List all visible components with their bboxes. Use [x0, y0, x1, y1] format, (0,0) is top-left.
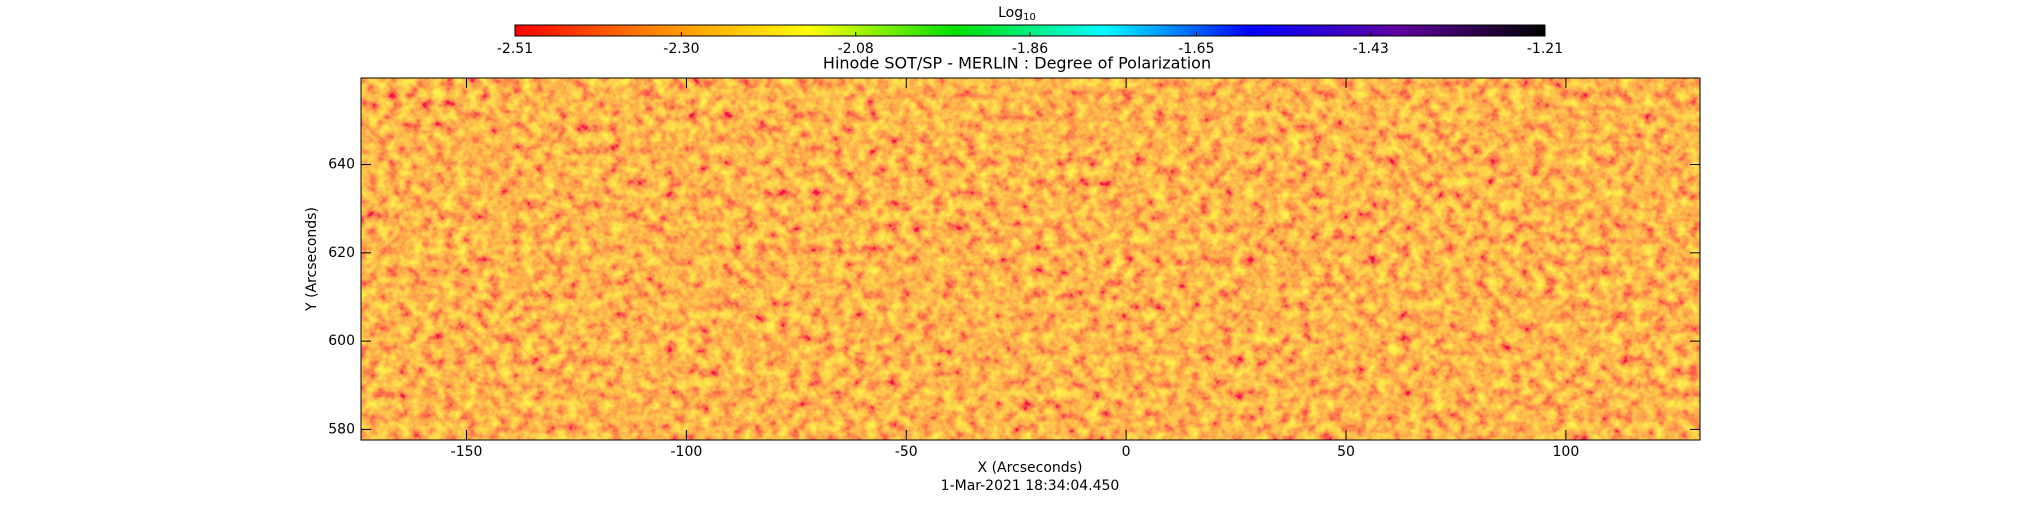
subtitle: 1-Mar-2021 18:34:04.450 — [941, 478, 1120, 494]
x-tick-label: -150 — [451, 444, 483, 460]
image-texture — [361, 78, 1700, 440]
colorbar-tick-label: -2.51 — [497, 41, 533, 57]
colorbar-tick-label: -1.65 — [1178, 41, 1214, 57]
plot-frame — [360, 77, 1701, 441]
colorbar-label: Log10 — [998, 5, 1036, 23]
colorbar-tick-label: -2.08 — [838, 41, 874, 57]
x-tick-label: 100 — [1553, 444, 1580, 460]
x-axis-label: X (Arcseconds) — [978, 460, 1083, 476]
x-tick-label: -50 — [895, 444, 918, 460]
chart-title: Hinode SOT/SP - MERLIN : Degree of Polar… — [823, 54, 1211, 73]
x-tick-label: 0 — [1122, 444, 1131, 460]
colorbar-tick-label: -1.43 — [1353, 41, 1389, 57]
x-tick-label: -100 — [671, 444, 703, 460]
y-tick-label: 600 — [328, 333, 355, 349]
y-tick-label: 620 — [328, 245, 355, 261]
y-axis-label: Y (Arcseconds) — [304, 207, 320, 312]
colorbar-tick-label: -1.86 — [1012, 41, 1048, 57]
x-tick-label: 50 — [1337, 444, 1355, 460]
colorbar-tick-label: -1.21 — [1527, 41, 1563, 57]
y-tick-label: 640 — [328, 157, 355, 173]
colorbar-tick-label: -2.30 — [663, 41, 699, 57]
y-tick-label: 580 — [328, 421, 355, 437]
